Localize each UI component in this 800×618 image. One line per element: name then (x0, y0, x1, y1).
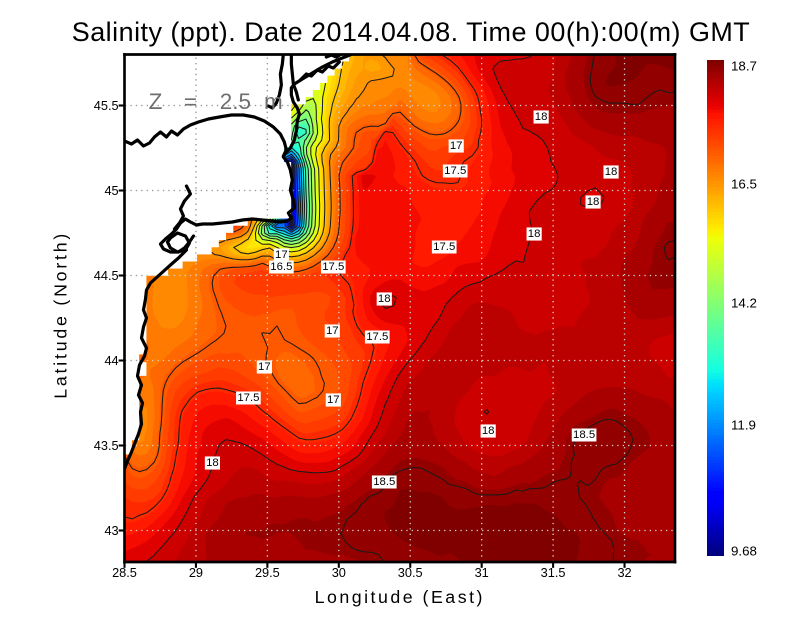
svg-text:2.5: 2.5 (220, 89, 251, 114)
svg-text:=: = (184, 89, 197, 114)
svg-text:Salinity (ppt). Date 2014.04.0: Salinity (ppt). Date 2014.04.08. Time 00… (72, 17, 751, 47)
svg-text:18: 18 (482, 425, 495, 437)
svg-text:18: 18 (535, 111, 548, 123)
svg-text:17.5: 17.5 (322, 261, 344, 273)
svg-text:17: 17 (275, 249, 288, 261)
svg-text:44.5: 44.5 (94, 268, 119, 283)
svg-text:18: 18 (206, 457, 219, 469)
svg-text:18: 18 (587, 196, 600, 208)
svg-text:17.5: 17.5 (237, 392, 259, 404)
svg-text:18: 18 (378, 293, 391, 305)
svg-text:45: 45 (104, 183, 118, 198)
svg-text:17: 17 (258, 361, 271, 373)
svg-text:28.5: 28.5 (112, 565, 137, 580)
svg-text:29.5: 29.5 (255, 565, 280, 580)
svg-text:17.5: 17.5 (433, 241, 455, 253)
svg-text:m: m (264, 89, 283, 114)
svg-text:18.5: 18.5 (373, 476, 395, 488)
svg-text:17.5: 17.5 (444, 165, 466, 177)
svg-text:45.5: 45.5 (94, 98, 119, 113)
svg-text:18.7: 18.7 (731, 58, 757, 73)
svg-text:31: 31 (475, 565, 489, 580)
svg-text:16.5: 16.5 (270, 261, 292, 273)
svg-text:17: 17 (450, 140, 463, 152)
svg-text:29: 29 (189, 565, 203, 580)
svg-text:17.5: 17.5 (366, 331, 388, 343)
svg-text:32: 32 (617, 565, 631, 580)
svg-text:16.5: 16.5 (731, 176, 757, 191)
svg-text:44: 44 (104, 353, 118, 368)
svg-text:43: 43 (104, 523, 118, 538)
svg-text:43.5: 43.5 (94, 438, 119, 453)
svg-text:14.2: 14.2 (731, 295, 757, 310)
svg-text:17: 17 (327, 394, 340, 406)
svg-text:30: 30 (332, 565, 346, 580)
svg-text:18: 18 (605, 166, 618, 178)
svg-text:31.5: 31.5 (541, 565, 566, 580)
svg-text:Latitude (North): Latitude (North) (51, 231, 71, 399)
svg-text:11.9: 11.9 (731, 417, 756, 432)
svg-text:9.68: 9.68 (731, 543, 757, 558)
svg-text:18.5: 18.5 (573, 429, 595, 441)
svg-text:18: 18 (528, 228, 541, 240)
svg-text:17: 17 (326, 325, 339, 337)
svg-text:Z: Z (149, 89, 163, 114)
svg-text:30.5: 30.5 (398, 565, 423, 580)
svg-text:Longitude (East): Longitude (East) (315, 587, 485, 607)
